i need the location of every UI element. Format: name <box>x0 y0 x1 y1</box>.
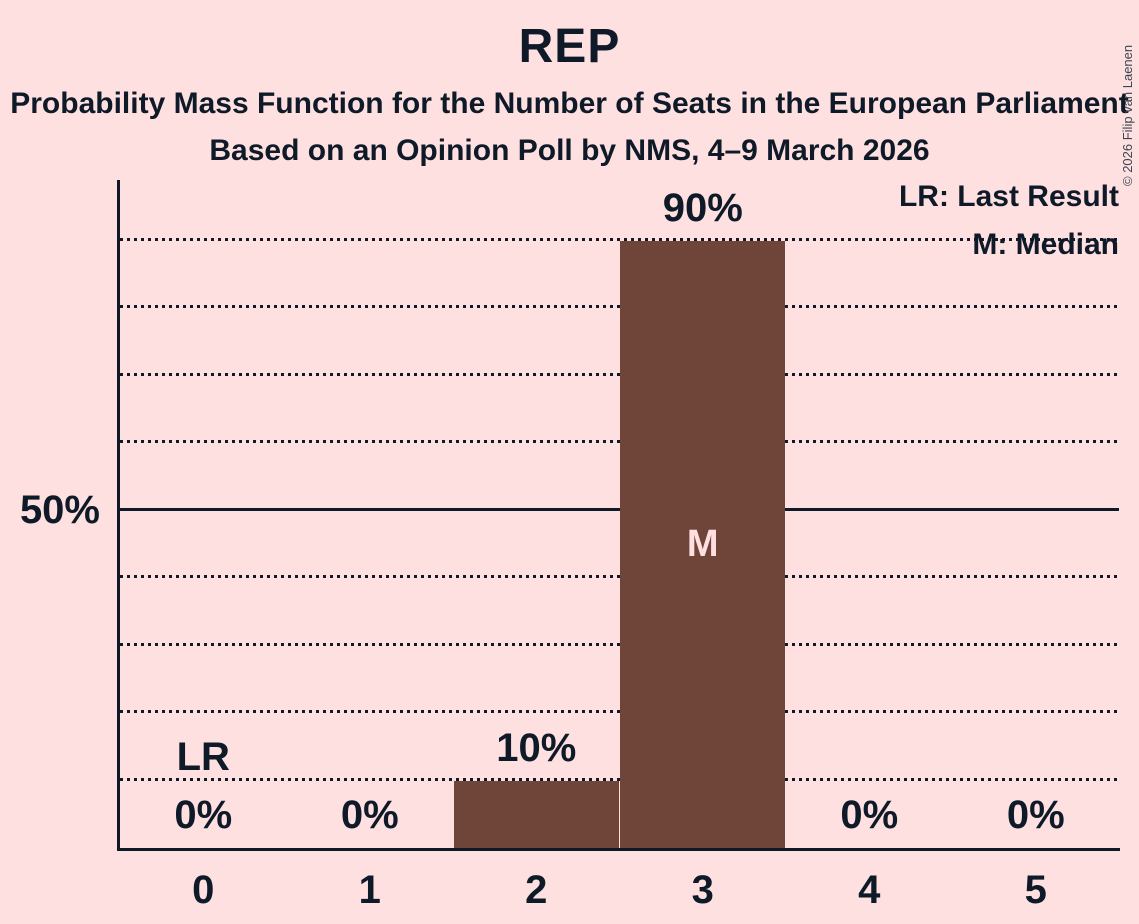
gridline-40-pct <box>120 575 1119 578</box>
legend-last-result: LR: Last Result <box>898 180 1119 213</box>
gridline-50-pct <box>120 507 1119 511</box>
legend-median: M: Median <box>972 228 1119 261</box>
value-label-seats-0: 0% <box>174 793 233 837</box>
x-tick-seats-3: 3 <box>691 868 714 912</box>
chart-subtitle-poll: Based on an Opinion Poll by NMS, 4–9 Mar… <box>209 134 930 167</box>
y-tick-50pct: 50% <box>19 488 100 532</box>
x-tick-seats-1: 1 <box>358 868 381 912</box>
value-label-seats-3: 90% <box>662 185 743 230</box>
gridline-60-pct <box>120 440 1119 443</box>
gridline-90-pct <box>120 237 1119 241</box>
x-tick-seats-4: 4 <box>858 868 881 912</box>
y-axis-line <box>117 180 120 851</box>
x-tick-seats-2: 2 <box>525 868 548 912</box>
gridline-30-pct <box>120 642 1119 646</box>
chart-subtitle: Probability Mass Function for the Number… <box>10 87 1129 120</box>
gridline-20-pct <box>120 710 1119 713</box>
bar-seats-3 <box>620 240 786 848</box>
gridline-80-pct <box>120 305 1119 308</box>
x-tick-seats-5: 5 <box>1024 868 1047 912</box>
chart-title: REP <box>518 20 621 73</box>
x-axis-line <box>117 848 1120 851</box>
gridline-70-pct <box>120 372 1119 376</box>
bar-seats-2 <box>453 780 619 848</box>
value-label-seats-1: 0% <box>340 793 399 837</box>
value-label-seats-4: 0% <box>840 793 899 837</box>
median-marker: M <box>686 523 719 566</box>
x-tick-seats-0: 0 <box>192 868 215 912</box>
value-label-seats-2: 10% <box>496 725 577 770</box>
last-result-marker: LR <box>176 735 230 779</box>
gridline-10-pct <box>120 777 1119 781</box>
value-label-seats-5: 0% <box>1006 793 1065 837</box>
